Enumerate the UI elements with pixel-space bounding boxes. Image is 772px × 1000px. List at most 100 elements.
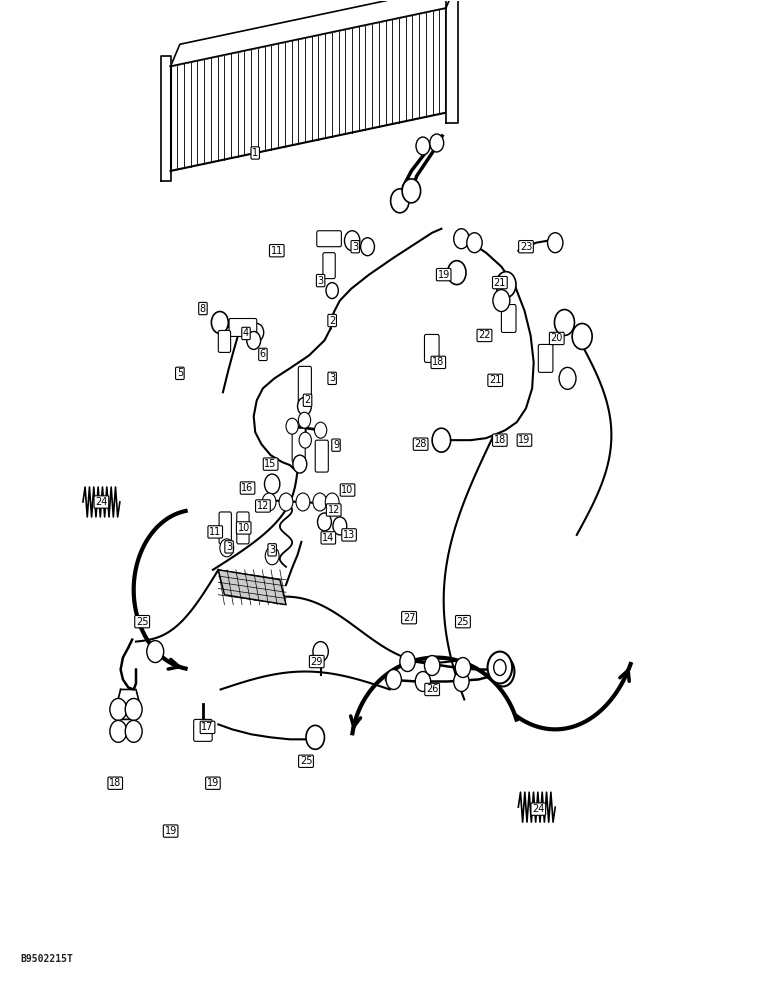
FancyBboxPatch shape (218, 330, 231, 352)
Text: 24: 24 (532, 804, 544, 814)
Text: 3: 3 (317, 276, 323, 286)
Text: B9502215T: B9502215T (21, 954, 73, 964)
Circle shape (425, 656, 440, 676)
FancyBboxPatch shape (538, 344, 553, 372)
Circle shape (293, 455, 306, 473)
Circle shape (317, 513, 331, 531)
Circle shape (572, 323, 592, 349)
Circle shape (247, 331, 261, 349)
Circle shape (279, 493, 293, 511)
Text: 19: 19 (207, 778, 219, 788)
Circle shape (212, 312, 229, 333)
Circle shape (297, 397, 311, 415)
Circle shape (492, 657, 514, 686)
Text: 11: 11 (271, 246, 283, 256)
Text: 18: 18 (432, 357, 445, 367)
Circle shape (265, 474, 279, 494)
Text: 23: 23 (520, 242, 532, 252)
Circle shape (416, 137, 430, 155)
Text: 29: 29 (310, 657, 323, 667)
Text: 21: 21 (489, 375, 502, 385)
Text: 17: 17 (201, 722, 214, 732)
Circle shape (467, 233, 482, 253)
Text: 25: 25 (136, 617, 148, 627)
Circle shape (296, 493, 310, 511)
Text: 1: 1 (252, 148, 259, 158)
Circle shape (125, 698, 142, 720)
FancyBboxPatch shape (298, 366, 311, 404)
Circle shape (110, 720, 127, 742)
Text: 3: 3 (329, 373, 335, 383)
Text: 5: 5 (177, 368, 183, 378)
Polygon shape (446, 0, 458, 123)
Text: 6: 6 (260, 349, 266, 359)
Circle shape (488, 652, 512, 683)
Text: 12: 12 (257, 501, 269, 511)
Circle shape (430, 134, 444, 152)
Text: 21: 21 (493, 278, 506, 288)
Text: 25: 25 (457, 617, 469, 627)
Circle shape (493, 290, 510, 312)
Text: 10: 10 (238, 523, 250, 533)
Circle shape (361, 238, 374, 256)
Circle shape (326, 283, 338, 299)
Circle shape (455, 658, 471, 678)
Text: 18: 18 (494, 435, 506, 445)
Text: 12: 12 (327, 505, 340, 515)
Circle shape (306, 725, 324, 749)
FancyBboxPatch shape (219, 512, 232, 544)
FancyBboxPatch shape (229, 319, 257, 336)
Text: 24: 24 (95, 497, 107, 507)
FancyBboxPatch shape (317, 231, 341, 247)
Text: 26: 26 (426, 684, 438, 694)
Text: 3: 3 (269, 545, 275, 555)
Circle shape (110, 698, 127, 720)
Circle shape (313, 642, 328, 662)
Text: 3: 3 (226, 542, 232, 552)
Polygon shape (171, 0, 455, 66)
Circle shape (299, 432, 311, 448)
Circle shape (391, 189, 409, 213)
Circle shape (250, 323, 264, 341)
FancyBboxPatch shape (501, 305, 516, 332)
FancyBboxPatch shape (425, 334, 439, 362)
Text: 4: 4 (243, 328, 249, 338)
Circle shape (496, 272, 516, 298)
Text: 19: 19 (518, 435, 530, 445)
Circle shape (448, 261, 466, 285)
Circle shape (313, 493, 327, 511)
Text: 10: 10 (341, 485, 354, 495)
FancyBboxPatch shape (194, 719, 212, 741)
Circle shape (325, 493, 339, 511)
Text: 19: 19 (164, 826, 177, 836)
Circle shape (386, 670, 401, 689)
Circle shape (147, 641, 164, 663)
FancyBboxPatch shape (323, 253, 335, 279)
Circle shape (314, 422, 327, 438)
Circle shape (266, 547, 279, 565)
Circle shape (432, 428, 451, 452)
Polygon shape (117, 689, 140, 719)
Circle shape (262, 493, 276, 511)
Circle shape (554, 310, 574, 335)
Text: 2: 2 (329, 316, 335, 326)
Polygon shape (218, 570, 286, 605)
Text: 19: 19 (438, 270, 450, 280)
Text: 25: 25 (300, 756, 312, 766)
Text: 13: 13 (343, 530, 355, 540)
Text: 8: 8 (200, 304, 206, 314)
Circle shape (298, 412, 310, 428)
Text: 20: 20 (550, 333, 563, 343)
Polygon shape (161, 56, 171, 181)
Circle shape (333, 517, 347, 535)
Circle shape (454, 229, 469, 249)
FancyBboxPatch shape (292, 428, 305, 462)
FancyBboxPatch shape (315, 440, 328, 472)
Text: 15: 15 (265, 459, 277, 469)
Circle shape (344, 231, 360, 251)
Text: 14: 14 (322, 533, 334, 543)
Text: 2: 2 (304, 395, 310, 405)
Circle shape (415, 672, 431, 691)
Circle shape (402, 179, 421, 203)
Circle shape (125, 720, 142, 742)
